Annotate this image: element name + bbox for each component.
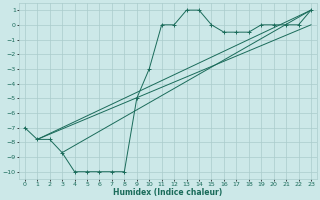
- X-axis label: Humidex (Indice chaleur): Humidex (Indice chaleur): [113, 188, 222, 197]
